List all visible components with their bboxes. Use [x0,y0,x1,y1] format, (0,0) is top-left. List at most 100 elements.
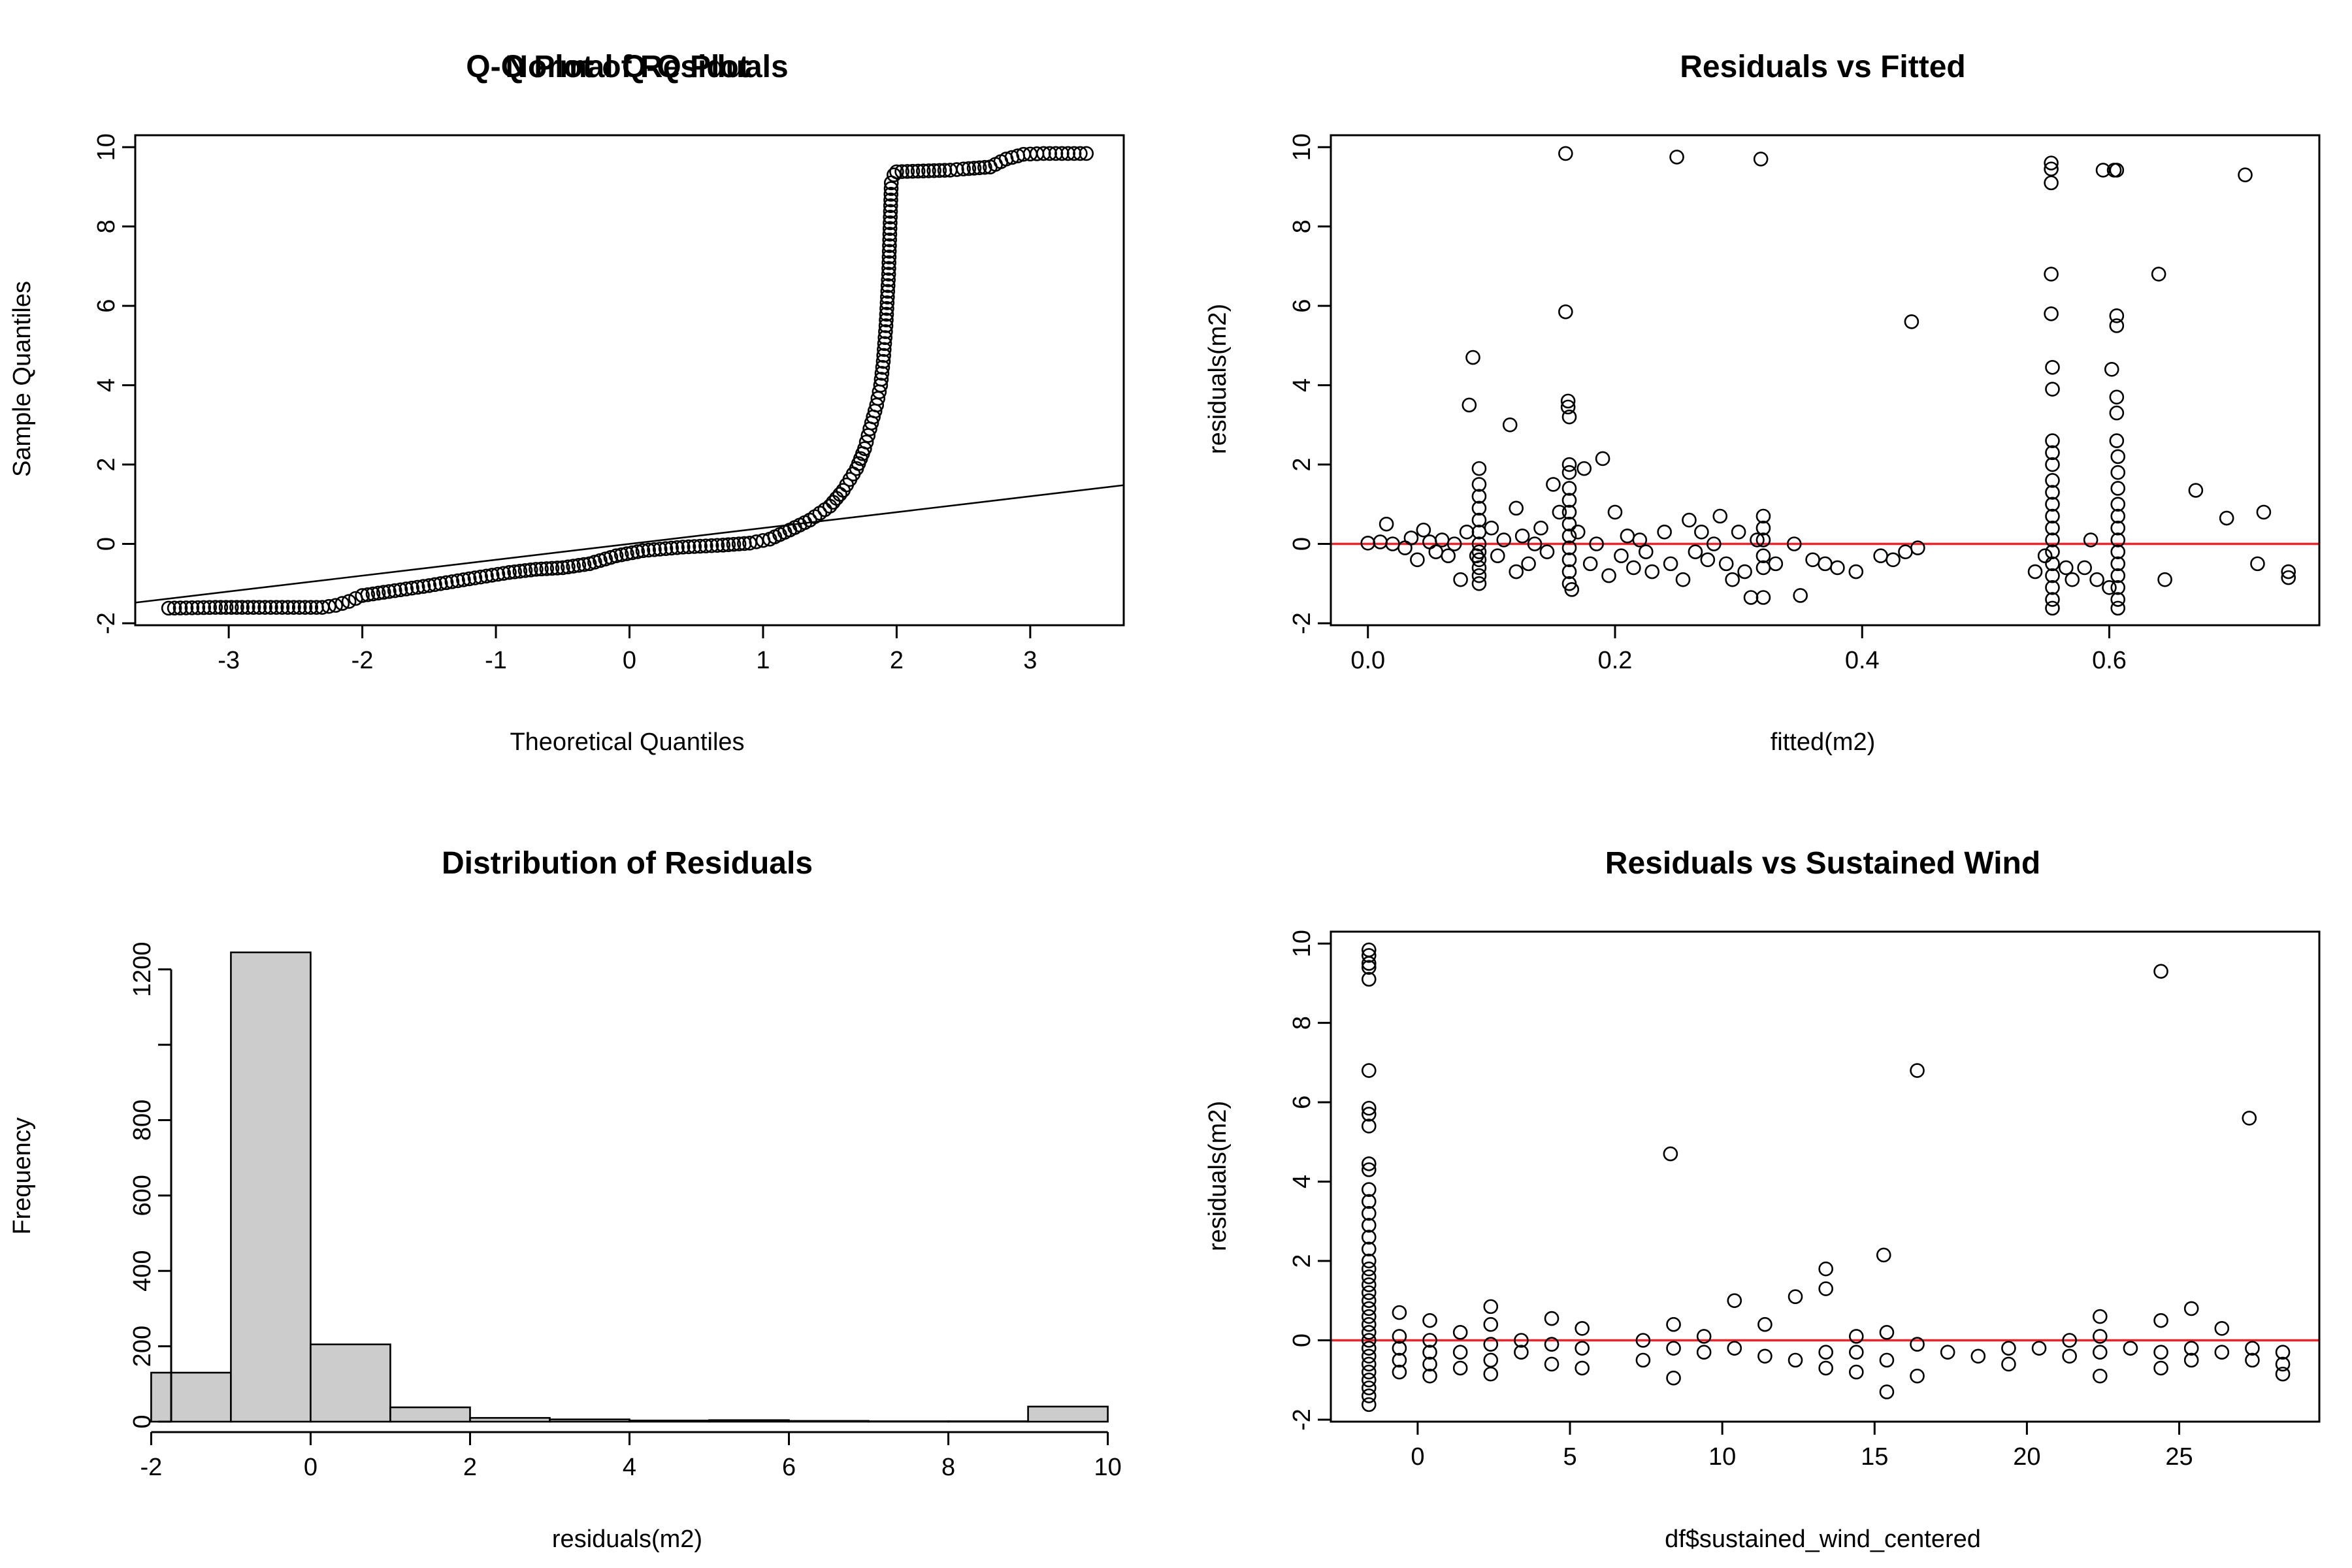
qq-point [286,600,301,615]
qq-point [880,289,895,304]
wind-point [1361,1285,1377,1300]
wind-point [2245,1352,2260,1368]
fitted-point [1471,500,1487,516]
fitted-point [1818,556,1833,572]
qq-point [235,600,250,615]
fitted-point [1910,540,1925,555]
qq-point [1079,146,1094,161]
wind-ytick-label: -2 [1288,1409,1316,1431]
wind-point [2275,1366,2291,1382]
hist-bar [1027,1405,1109,1423]
qq-point [539,561,555,576]
qq-point [335,596,350,611]
fitted-point [2219,510,2234,526]
wind-point [2242,1111,2257,1126]
qq-point [566,559,581,574]
wind-point [1361,1309,1377,1324]
fitted-point [1465,350,1480,365]
wind-point [1361,956,1377,971]
wind-xtick-label: 25 [2165,1443,2193,1471]
fitted-point [1441,548,1456,564]
qq-point [889,164,904,180]
qq-xtick-label: 2 [890,647,904,674]
wind-point [1361,1364,1377,1380]
qq-point [280,600,295,615]
qq-point [450,573,465,589]
wind-point [1910,1368,1925,1384]
fitted-point [2256,504,2272,520]
fitted-point [2045,433,2060,448]
qq-point [555,560,570,576]
fitted-point [1644,564,1660,580]
wind-point [1544,1356,1560,1372]
fitted-point [1471,489,1487,504]
wind-point [1361,1253,1377,1269]
wind-point [1422,1368,1437,1384]
fitted-point [1743,590,1759,605]
fitted-plot-panel: Residuals vs Fitted fitted(m2) residuals… [1204,50,2321,756]
wind-point [1361,1388,1377,1403]
fitted-point [2045,556,2060,572]
fitted-point [2110,465,2126,480]
fitted-point [2058,560,2074,576]
wind-point [1483,1299,1499,1315]
fitted-ylabel: residuals(m2) [1204,304,1232,454]
wind-point [1452,1325,1468,1340]
wind-point [1910,1337,1925,1352]
fitted-point [1560,399,1576,415]
qq-point [881,255,896,270]
fitted-point [1471,576,1487,591]
fitted-point [2109,405,2125,421]
qq-point [507,564,522,580]
wind-point [1392,1329,1407,1344]
fitted-point [1422,534,1437,549]
qq-point [382,584,397,599]
wind-point [1361,1205,1377,1221]
fitted-xtick-label: 0.4 [1845,647,1880,674]
fitted-point [1750,532,1765,547]
qq-point [883,209,898,225]
qq-point [874,366,890,381]
qq-point [910,163,926,179]
wind-point [1361,972,1377,987]
qq-point [523,563,538,578]
hist-ytick-label: 800 [129,1100,156,1141]
qq-point [966,161,982,176]
qq-point [879,306,894,322]
qq-point [972,160,987,176]
fitted-point [1428,544,1444,559]
hist-xtick-label: 6 [782,1454,796,1481]
qq-point [360,587,376,602]
qq-point [1048,146,1064,161]
fitted-point [2281,570,2296,585]
qq-point [698,538,713,553]
fitted-point [2037,548,2053,564]
wind-point [2062,1333,2077,1348]
qq-point [876,348,891,363]
qq-point [246,600,261,615]
qq-ytick-label: -2 [93,612,120,634]
fitted-point [1379,516,1394,532]
wind-point [1392,1352,1407,1368]
qq-point [882,232,897,248]
fitted-point [1471,568,1487,583]
qq-point [190,600,206,615]
fitted-point [2110,568,2126,583]
qq-point [576,557,592,572]
qq-point [883,187,899,202]
qq-point [496,566,512,581]
qq-point [949,162,964,177]
wind-point [2062,1348,2077,1364]
fitted-point [2110,508,2126,524]
qq-point [635,543,651,559]
wind-point [2275,1345,2291,1360]
qq-point [921,163,936,178]
wind-point [1727,1293,1742,1309]
wind-point [1575,1341,1590,1356]
qq-point [961,161,977,176]
qq-point [404,580,419,596]
fitted-point [1453,572,1468,587]
fitted-point [1657,524,1672,540]
wind-point [1483,1316,1499,1332]
qq-point [167,600,182,616]
